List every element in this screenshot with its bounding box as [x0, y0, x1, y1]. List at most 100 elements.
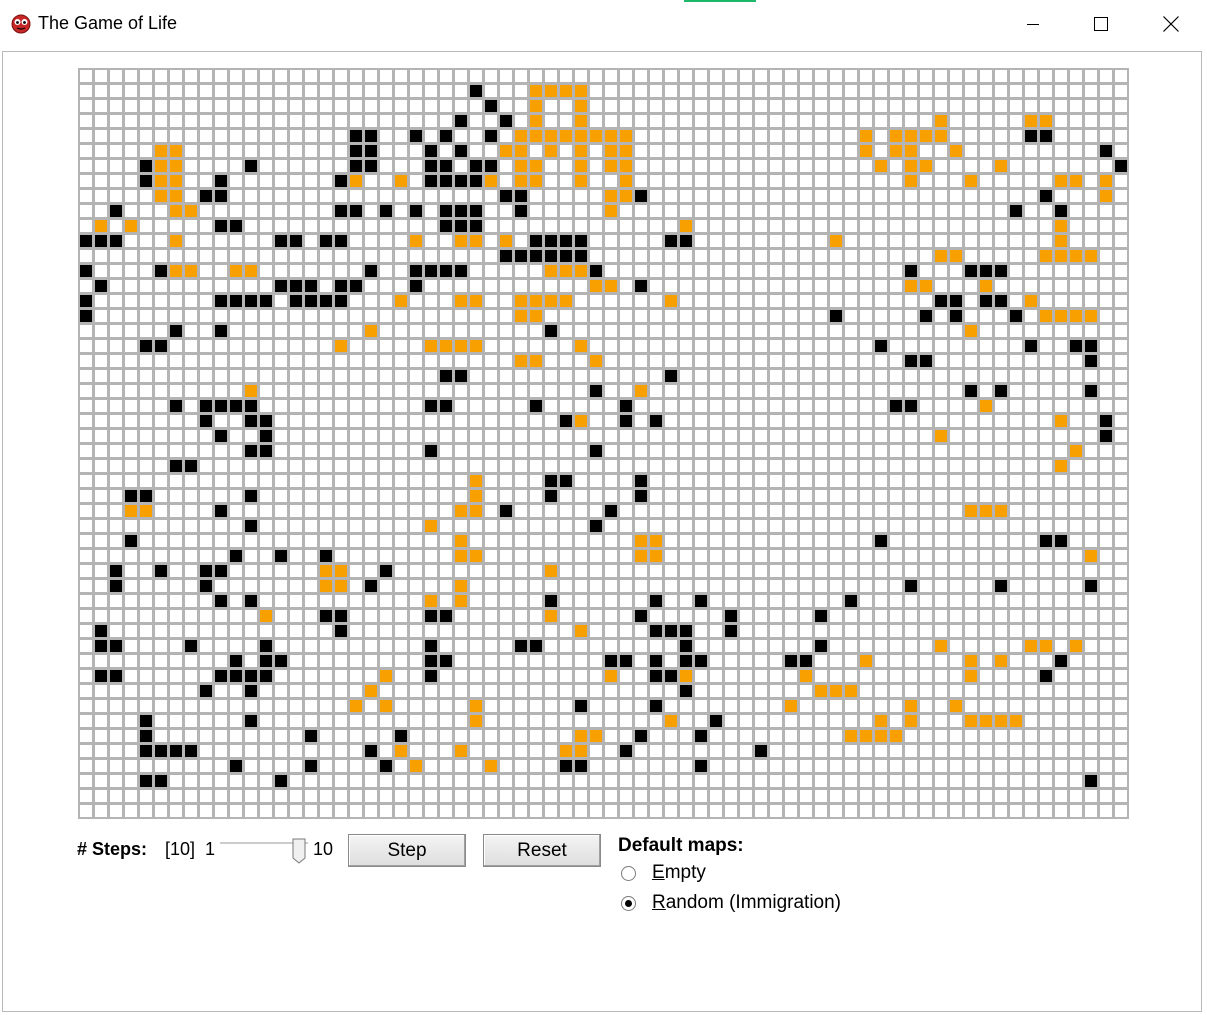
cell-empty[interactable] [455, 640, 467, 652]
cell-empty[interactable] [95, 130, 107, 142]
cell-empty[interactable] [275, 295, 287, 307]
cell-empty[interactable] [290, 130, 302, 142]
cell-empty[interactable] [545, 460, 557, 472]
cell-alive[interactable] [155, 265, 167, 277]
cell-empty[interactable] [665, 760, 677, 772]
cell-empty[interactable] [665, 700, 677, 712]
cell-alive[interactable] [245, 670, 257, 682]
cell-empty[interactable] [800, 415, 812, 427]
cell-empty[interactable] [650, 475, 662, 487]
cell-empty[interactable] [380, 100, 392, 112]
cell-empty[interactable] [830, 145, 842, 157]
cell-empty[interactable] [170, 340, 182, 352]
cell-empty[interactable] [125, 415, 137, 427]
cell-empty[interactable] [995, 130, 1007, 142]
cell-empty[interactable] [290, 205, 302, 217]
cell-empty[interactable] [1115, 745, 1127, 757]
cell-newborn[interactable] [1070, 310, 1082, 322]
cell-empty[interactable] [485, 415, 497, 427]
cell-empty[interactable] [95, 610, 107, 622]
cell-empty[interactable] [140, 310, 152, 322]
cell-empty[interactable] [470, 370, 482, 382]
cell-empty[interactable] [710, 400, 722, 412]
cell-empty[interactable] [245, 475, 257, 487]
cell-empty[interactable] [425, 235, 437, 247]
cell-empty[interactable] [980, 775, 992, 787]
cell-empty[interactable] [635, 760, 647, 772]
cell-empty[interactable] [155, 640, 167, 652]
cell-empty[interactable] [815, 715, 827, 727]
cell-empty[interactable] [665, 640, 677, 652]
cell-empty[interactable] [530, 520, 542, 532]
cell-empty[interactable] [845, 520, 857, 532]
cell-empty[interactable] [365, 175, 377, 187]
cell-newborn[interactable] [185, 265, 197, 277]
cell-empty[interactable] [1010, 325, 1022, 337]
cell-empty[interactable] [95, 700, 107, 712]
cell-empty[interactable] [575, 205, 587, 217]
cell-empty[interactable] [1085, 475, 1097, 487]
cell-empty[interactable] [260, 250, 272, 262]
cell-empty[interactable] [290, 160, 302, 172]
cell-empty[interactable] [260, 625, 272, 637]
cell-empty[interactable] [170, 640, 182, 652]
cell-empty[interactable] [365, 295, 377, 307]
cell-empty[interactable] [155, 70, 167, 82]
cell-empty[interactable] [125, 475, 137, 487]
cell-empty[interactable] [305, 130, 317, 142]
cell-empty[interactable] [995, 355, 1007, 367]
cell-empty[interactable] [965, 475, 977, 487]
cell-empty[interactable] [1055, 190, 1067, 202]
cell-empty[interactable] [920, 520, 932, 532]
cell-empty[interactable] [185, 670, 197, 682]
cell-empty[interactable] [350, 685, 362, 697]
cell-empty[interactable] [785, 760, 797, 772]
cell-empty[interactable] [755, 730, 767, 742]
cell-empty[interactable] [905, 85, 917, 97]
cell-empty[interactable] [530, 445, 542, 457]
cell-empty[interactable] [350, 625, 362, 637]
cell-empty[interactable] [1010, 220, 1022, 232]
cell-empty[interactable] [1010, 430, 1022, 442]
cell-newborn[interactable] [665, 295, 677, 307]
cell-alive[interactable] [365, 580, 377, 592]
cell-empty[interactable] [935, 475, 947, 487]
cell-alive[interactable] [590, 520, 602, 532]
cell-alive[interactable] [425, 145, 437, 157]
cell-empty[interactable] [740, 610, 752, 622]
cell-empty[interactable] [275, 760, 287, 772]
cell-empty[interactable] [125, 295, 137, 307]
cell-empty[interactable] [410, 310, 422, 322]
cell-empty[interactable] [455, 490, 467, 502]
cell-empty[interactable] [935, 550, 947, 562]
cell-empty[interactable] [230, 355, 242, 367]
cell-empty[interactable] [815, 310, 827, 322]
cell-empty[interactable] [665, 445, 677, 457]
cell-empty[interactable] [1115, 190, 1127, 202]
cell-empty[interactable] [635, 235, 647, 247]
cell-empty[interactable] [485, 580, 497, 592]
cell-alive[interactable] [1100, 145, 1112, 157]
cell-empty[interactable] [950, 520, 962, 532]
cell-empty[interactable] [680, 700, 692, 712]
cell-alive[interactable] [185, 460, 197, 472]
cell-empty[interactable] [875, 610, 887, 622]
cell-empty[interactable] [80, 535, 92, 547]
cell-empty[interactable] [305, 70, 317, 82]
cell-empty[interactable] [530, 730, 542, 742]
cell-empty[interactable] [335, 760, 347, 772]
cell-empty[interactable] [800, 235, 812, 247]
cell-empty[interactable] [965, 100, 977, 112]
cell-empty[interactable] [1100, 535, 1112, 547]
cell-alive[interactable] [155, 745, 167, 757]
cell-newborn[interactable] [170, 205, 182, 217]
cell-empty[interactable] [140, 250, 152, 262]
cell-empty[interactable] [845, 145, 857, 157]
cell-empty[interactable] [335, 190, 347, 202]
cell-empty[interactable] [935, 160, 947, 172]
cell-empty[interactable] [80, 130, 92, 142]
cell-empty[interactable] [110, 535, 122, 547]
cell-empty[interactable] [305, 175, 317, 187]
cell-empty[interactable] [110, 130, 122, 142]
cell-empty[interactable] [260, 775, 272, 787]
